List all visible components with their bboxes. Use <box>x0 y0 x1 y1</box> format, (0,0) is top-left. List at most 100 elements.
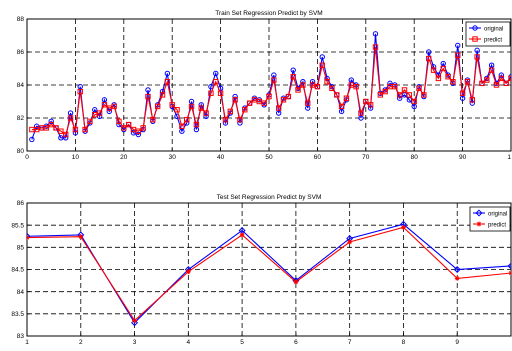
data-point-predict <box>290 74 296 80</box>
legend-box <box>469 206 511 232</box>
data-point-predict <box>125 121 132 128</box>
data-point-predict <box>203 110 209 116</box>
data-point-predict <box>227 108 233 115</box>
data-point-original <box>179 128 185 134</box>
data-point-predict <box>213 79 219 85</box>
legend-marker-predict <box>476 221 482 227</box>
data-point-original <box>498 72 505 78</box>
data-point-original <box>203 113 209 120</box>
data-point-predict <box>479 80 485 87</box>
data-point-predict <box>67 115 74 121</box>
data-point-predict <box>358 110 364 116</box>
y-tick-label: 83 <box>17 333 25 340</box>
data-point-predict <box>334 92 340 98</box>
data-point-predict <box>174 107 180 113</box>
y-axis-tick-labels: 80 82 84 86 88 <box>17 16 30 155</box>
data-point-original <box>106 108 112 115</box>
x-tick-label: 60 <box>314 154 322 161</box>
x-tick-label: 8 <box>402 339 406 346</box>
data-point-predict <box>266 93 272 100</box>
legend-label-original: original <box>484 26 503 32</box>
data-point-predict <box>77 88 83 95</box>
data-point-predict <box>48 121 54 128</box>
data-point-original <box>198 102 204 108</box>
y-tick-label: 82 <box>17 115 25 122</box>
x-tick-label: 80 <box>411 154 419 161</box>
data-point-predict <box>353 83 359 90</box>
data-point-predict <box>159 92 166 98</box>
data-point-predict <box>498 75 505 82</box>
chart-title: Train Set Regression Predict by SVM <box>215 10 322 17</box>
data-point-predict <box>271 77 277 83</box>
data-point-original <box>29 136 35 143</box>
data-point-predict <box>372 44 379 50</box>
data-point-predict <box>319 62 325 68</box>
data-point-predict <box>295 87 301 93</box>
data-point-predict <box>164 79 171 85</box>
data-point-predict <box>140 125 146 131</box>
legend: original predict <box>465 21 511 47</box>
data-point-original <box>440 60 446 67</box>
data-point-original <box>474 47 480 54</box>
y-tick-label: 85 <box>17 245 25 252</box>
data-point-predict <box>363 98 369 105</box>
data-point-predict <box>455 52 461 58</box>
data-point-predict <box>464 79 471 85</box>
data-point-original <box>488 62 495 68</box>
data-point-predict <box>53 125 59 131</box>
data-point-predict <box>121 125 127 131</box>
data-point-predict <box>185 269 191 275</box>
legend-marker-predict <box>472 36 478 42</box>
series-predict <box>27 224 511 323</box>
data-point-original <box>453 265 461 274</box>
data-point-predict <box>421 92 427 98</box>
data-point-predict <box>72 126 79 133</box>
data-point-predict <box>87 118 93 124</box>
data-point-predict <box>401 87 408 93</box>
y-tick-label: 80 <box>17 148 25 155</box>
data-point-predict <box>116 118 122 124</box>
x-tick-label: 7 <box>348 339 352 346</box>
data-point-original <box>300 79 306 85</box>
legend-label-original: original <box>488 211 507 217</box>
data-point-predict <box>401 224 406 230</box>
data-point-predict <box>484 77 490 83</box>
data-point-predict <box>239 232 245 238</box>
series-predict <box>29 44 511 138</box>
test-set-chart: Test Set Regression Predict by SVM 1 2 3 4 5 6… <box>11 194 512 346</box>
x-tick-label: 6 <box>294 339 298 346</box>
data-point-predict <box>275 105 282 111</box>
data-point-predict <box>445 74 451 80</box>
data-point-predict <box>411 98 417 105</box>
series-line-original <box>27 223 511 324</box>
train-set-chart: Train Set Regression Predict by SVM 0 10 20… <box>17 10 512 161</box>
data-point-original <box>309 79 316 85</box>
data-point-original <box>101 97 108 103</box>
y-tick-label: 86 <box>17 49 25 56</box>
data-point-predict <box>377 92 384 98</box>
data-point-original <box>27 232 31 240</box>
x-tick-label: 1 <box>25 339 29 346</box>
data-point-original <box>145 87 151 93</box>
x-tick-label: 20 <box>120 154 128 161</box>
x-tick-label: 2 <box>79 339 83 346</box>
series-original <box>29 31 511 143</box>
data-point-predict <box>426 55 432 62</box>
data-point-original <box>367 105 374 111</box>
data-point-predict <box>396 92 403 98</box>
data-point-original <box>469 100 475 106</box>
data-point-predict <box>208 90 214 96</box>
x-tick-label: 40 <box>217 154 225 161</box>
data-point-original <box>92 107 98 113</box>
chart-title: Test Set Regression Predict by SVM <box>217 194 322 201</box>
y-tick-label: 84 <box>17 82 25 89</box>
data-point-original <box>305 105 311 111</box>
data-point-original <box>455 42 461 49</box>
x-tick-label: 90 <box>459 154 467 161</box>
data-point-predict <box>416 85 422 91</box>
data-point-original <box>348 77 354 83</box>
data-point-predict <box>246 100 253 106</box>
data-point-original <box>213 70 219 77</box>
grid-lines <box>27 19 511 151</box>
